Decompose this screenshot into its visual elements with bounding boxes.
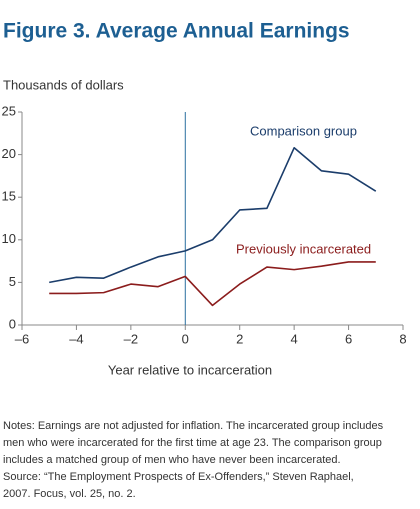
note-line: Notes: Earnings are not adjusted for inf… (3, 420, 384, 432)
x-tick-label: 8 (399, 331, 406, 346)
note-line: Source: “The Employment Prospects of Ex-… (3, 471, 354, 483)
series-line (49, 261, 376, 307)
x-axis-title: Year relative to incarceration (108, 362, 272, 377)
x-tick-label: 6 (345, 331, 352, 346)
y-tick-label: 20 (2, 146, 16, 161)
x-tick-label: 0 (182, 331, 189, 346)
y-tick-label: 5 (9, 274, 16, 289)
chart-title: Figure 3. Average Annual Earnings (3, 20, 350, 43)
note-line: men who were incarcerated for the first … (3, 437, 382, 449)
x-tick-label: 4 (291, 331, 298, 346)
x-tick-label: –2 (124, 331, 138, 346)
series-label: Comparison group (250, 123, 357, 138)
x-tick-label: –4 (69, 331, 83, 346)
y-tick-label: 15 (2, 189, 16, 204)
y-tick-label: 0 (9, 316, 16, 331)
y-axis-title: Thousands of dollars (3, 77, 124, 92)
y-tick-label: 25 (2, 103, 16, 118)
x-tick-label: 2 (236, 331, 243, 346)
y-tick-label: 10 (2, 231, 16, 246)
note-line: includes a matched group of men who have… (3, 454, 341, 466)
note-line: 2007. Focus, vol. 25, no. 2. (3, 488, 136, 500)
series-label: Previously incarcerated (236, 241, 371, 256)
series-line (49, 146, 377, 284)
x-tick-label: –6 (15, 331, 29, 346)
